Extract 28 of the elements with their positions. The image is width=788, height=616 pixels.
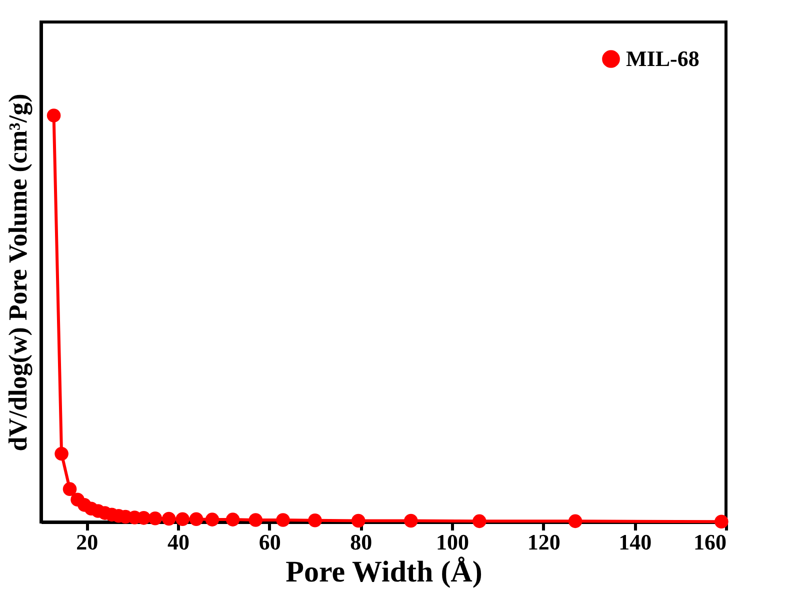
point [62,482,77,496]
point [404,514,418,528]
point [162,512,176,526]
x-tick-label: 140 [618,530,652,554]
point [308,513,322,528]
x-tick-label: 20 [76,530,98,554]
point [189,512,204,526]
point [136,511,151,525]
point [226,512,240,526]
y-axis-title: dV/dlog(w) Pore Volume (cm³/g) [4,94,32,452]
point [248,513,263,527]
point [205,512,220,526]
point [351,514,366,528]
x-tick-label: 100 [436,530,469,554]
point [472,514,486,528]
point [46,108,61,122]
x-tick-label: 160 [694,530,726,554]
point [568,514,582,528]
point [176,512,190,526]
x-tick-label: 60 [258,530,281,554]
x-axis-title: Pore Width (Å) [286,556,482,588]
point [148,511,162,526]
x-tick-label: 80 [350,530,372,554]
legend-label: MIL-68 [626,46,700,71]
point [276,513,290,527]
point [54,446,68,461]
x-tick-label: 40 [168,530,190,554]
x-tick-label: 120 [527,530,560,554]
